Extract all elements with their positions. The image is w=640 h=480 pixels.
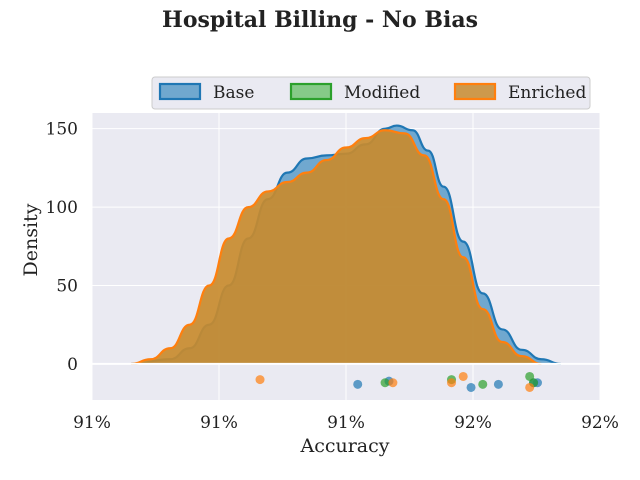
y-tick-label: 0	[67, 355, 78, 375]
legend-swatch-base	[158, 82, 202, 101]
point-enriched	[458, 371, 468, 381]
density-area-enriched	[131, 130, 542, 364]
x-tick-label: 91%	[73, 413, 111, 433]
y-axis-label: Density	[20, 203, 42, 276]
point-modified	[380, 378, 390, 388]
y-tick-label: 100	[46, 198, 78, 218]
point-enriched	[525, 382, 535, 392]
legend-label-enriched: Enriched	[508, 83, 586, 103]
point-modified	[478, 379, 488, 389]
point-base	[466, 382, 476, 392]
x-tick-label: 91%	[327, 413, 365, 433]
y-tick-label: 50	[56, 277, 78, 297]
legend-label-base: Base	[213, 83, 254, 103]
legend-label-modified: Modified	[344, 83, 420, 103]
point-base	[353, 379, 363, 389]
point-base	[493, 379, 503, 389]
x-axis-label: Accuracy	[299, 435, 389, 457]
y-tick-label: 150	[46, 120, 78, 140]
legend-swatch-enriched	[453, 82, 497, 101]
point-enriched	[388, 378, 398, 388]
x-tick-label: 91%	[200, 413, 238, 433]
chart-title: Hospital Billing - No Bias	[162, 7, 478, 33]
point-enriched	[447, 378, 457, 388]
legend-swatch-modified	[289, 82, 333, 101]
x-tick-label: 92%	[454, 413, 492, 433]
density-line-enriched	[131, 129, 542, 366]
point-enriched	[255, 375, 265, 385]
x-tick-label: 92%	[581, 413, 619, 433]
